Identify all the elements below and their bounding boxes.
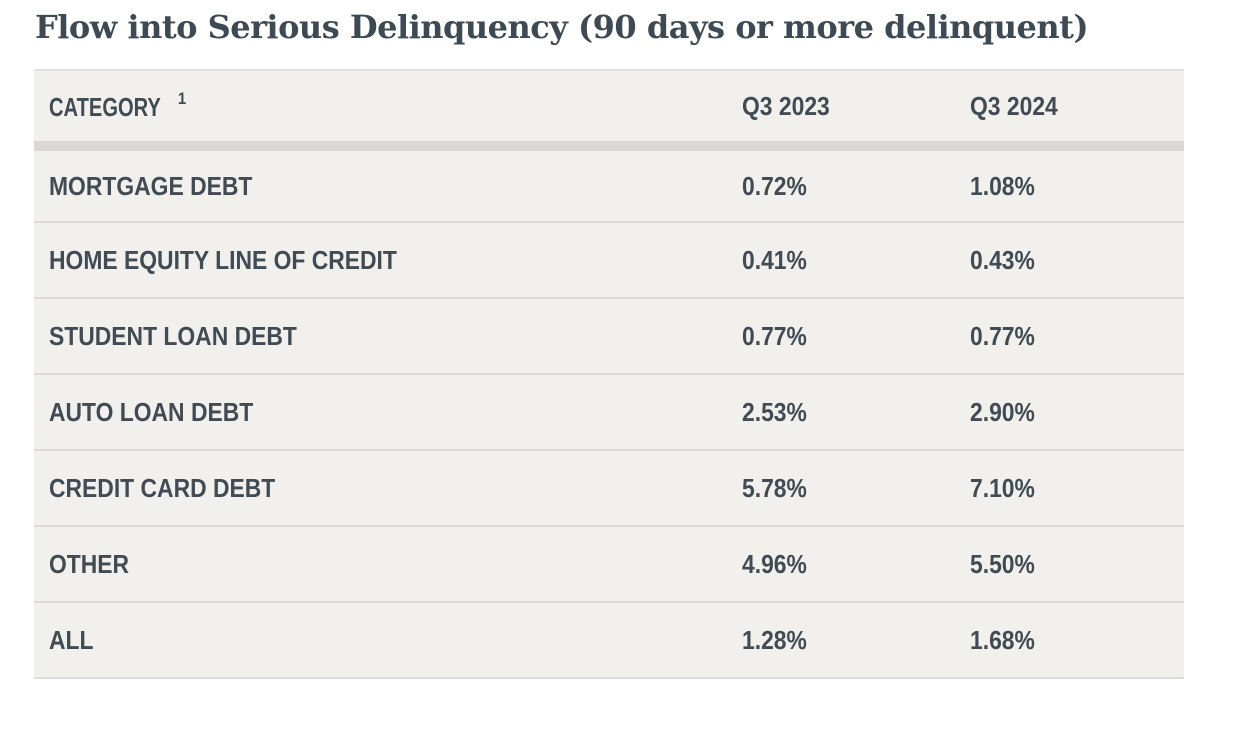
row-category-text: OTHER [49, 548, 130, 579]
row-category: AUTO LOAN DEBT [34, 374, 742, 450]
row-q3-2024-value: 0.77% [970, 320, 1035, 351]
row-category-text: ALL [49, 624, 94, 655]
row-q3-2023: 0.41% [742, 222, 970, 298]
row-q3-2024: 7.10% [970, 450, 1184, 526]
row-q3-2024-value: 2.90% [970, 396, 1035, 427]
table-header-row: CATEGORY 1 Q3 2023 Q3 2024 [34, 70, 1184, 146]
table-row: MORTGAGE DEBT 0.72% 1.08% [34, 146, 1184, 222]
row-q3-2023-value: 5.78% [742, 472, 807, 503]
table-row: CREDIT CARD DEBT 5.78% 7.10% [34, 450, 1184, 526]
row-q3-2024: 0.43% [970, 222, 1184, 298]
row-category-text: HOME EQUITY LINE OF CREDIT [49, 244, 397, 275]
row-q3-2023: 0.77% [742, 298, 970, 374]
footnote-marker[interactable]: 1 [177, 89, 187, 108]
row-q3-2024: 5.50% [970, 526, 1184, 602]
row-q3-2023-value: 0.41% [742, 244, 807, 275]
header-q3-2024-label: Q3 2024 [970, 90, 1058, 121]
row-category: HOME EQUITY LINE OF CREDIT [34, 222, 742, 298]
header-category-text: CATEGORY [49, 92, 161, 122]
row-category: OTHER [34, 526, 742, 602]
table-row: STUDENT LOAN DEBT 0.77% 0.77% [34, 298, 1184, 374]
table-row: HOME EQUITY LINE OF CREDIT 0.41% 0.43% [34, 222, 1184, 298]
row-category: CREDIT CARD DEBT [34, 450, 742, 526]
table-row: OTHER 4.96% 5.50% [34, 526, 1184, 602]
row-q3-2024: 1.08% [970, 146, 1184, 222]
row-category-text: STUDENT LOAN DEBT [49, 320, 297, 351]
row-q3-2023-value: 1.28% [742, 624, 807, 655]
row-q3-2023: 0.72% [742, 146, 970, 222]
row-category: MORTGAGE DEBT [34, 146, 742, 222]
row-category-text: CREDIT CARD DEBT [49, 472, 276, 503]
row-q3-2023-value: 0.72% [742, 170, 807, 201]
row-category-text: MORTGAGE DEBT [49, 170, 253, 201]
row-q3-2023: 5.78% [742, 450, 970, 526]
delinquency-table: CATEGORY 1 Q3 2023 Q3 2024 MORTGAGE DEBT … [34, 69, 1184, 679]
row-category: STUDENT LOAN DEBT [34, 298, 742, 374]
header-q3-2023-label: Q3 2023 [742, 90, 830, 121]
row-q3-2023-value: 0.77% [742, 320, 807, 351]
row-category: ALL [34, 602, 742, 678]
row-q3-2024: 1.68% [970, 602, 1184, 678]
header-category-label: CATEGORY 1 [49, 89, 186, 123]
table-row: ALL 1.28% 1.68% [34, 602, 1184, 678]
row-q3-2024-value: 1.08% [970, 170, 1035, 201]
row-q3-2024: 0.77% [970, 298, 1184, 374]
row-q3-2023: 1.28% [742, 602, 970, 678]
row-q3-2024-value: 5.50% [970, 548, 1035, 579]
row-category-text: AUTO LOAN DEBT [49, 396, 254, 427]
row-q3-2024-value: 1.68% [970, 624, 1035, 655]
page-title: Flow into Serious Delinquency (90 days o… [35, 8, 1089, 46]
header-q3-2023: Q3 2023 [742, 70, 970, 146]
row-q3-2023-value: 2.53% [742, 396, 807, 427]
row-q3-2024: 2.90% [970, 374, 1184, 450]
row-q3-2023-value: 4.96% [742, 548, 807, 579]
table-row: AUTO LOAN DEBT 2.53% 2.90% [34, 374, 1184, 450]
row-q3-2024-value: 0.43% [970, 244, 1035, 275]
row-q3-2023: 4.96% [742, 526, 970, 602]
row-q3-2023: 2.53% [742, 374, 970, 450]
header-q3-2024: Q3 2024 [970, 70, 1184, 146]
row-q3-2024-value: 7.10% [970, 472, 1035, 503]
header-category: CATEGORY 1 [34, 70, 742, 146]
